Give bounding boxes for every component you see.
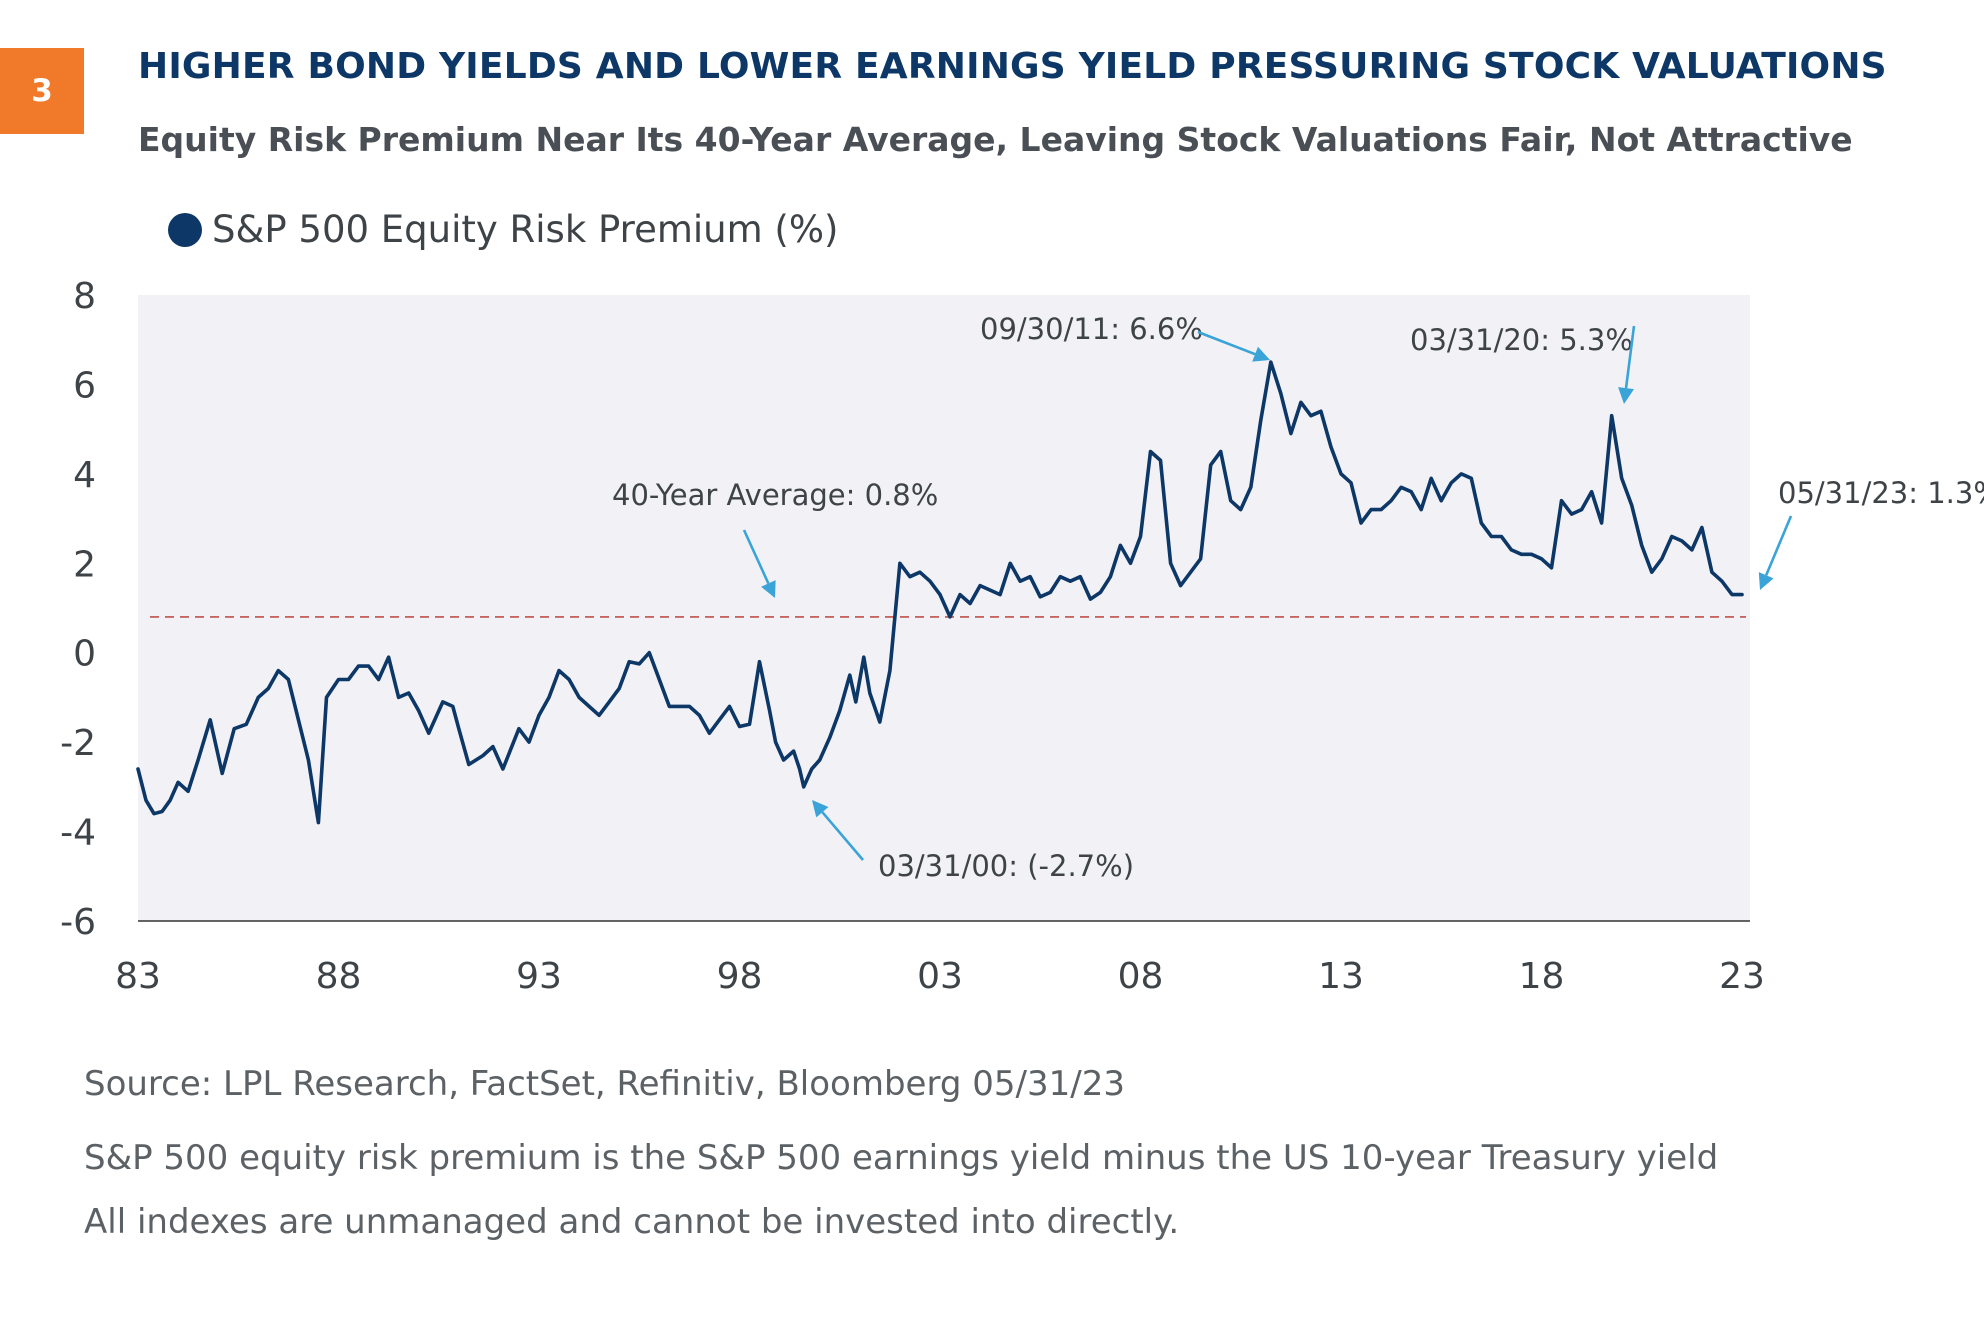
annotation-latest: 05/31/23: 1.3%	[1778, 476, 1984, 510]
line-chart: 8 6 4 2 0 -2 -4 -6 83 88 93 98 03 08 13 18 23 40-Year A…	[60, 276, 1984, 997]
annotation-average: 40-Year Average: 0.8%	[612, 478, 938, 512]
y-tick-label: 2	[73, 544, 96, 585]
definition-note: S&P 500 equity risk premium is the S&P 5…	[84, 1138, 1719, 1178]
y-tick-label: 8	[73, 276, 96, 317]
arrow-peak-2020	[1618, 325, 1636, 404]
annotation-peak-2011: 09/30/11: 6.6%	[980, 312, 1203, 346]
y-tick-label: 6	[73, 365, 96, 406]
x-tick-label: 23	[1719, 956, 1765, 997]
x-tick-label: 18	[1519, 956, 1565, 997]
x-tick-label: 88	[316, 956, 362, 997]
y-tick-label: -6	[60, 902, 96, 943]
arrow-peak-2011	[1197, 330, 1270, 362]
x-tick-label: 93	[516, 956, 562, 997]
y-axis-ticks: 8 6 4 2 0 -2 -4 -6	[60, 276, 96, 943]
y-tick-label: -2	[60, 723, 96, 764]
x-tick-label: 98	[717, 956, 763, 997]
source-note: Source: LPL Research, FactSet, Refinitiv…	[84, 1064, 1125, 1104]
legend: S&P 500 Equity Risk Premium (%)	[168, 208, 838, 251]
disclaimer-note: All indexes are unmanaged and cannot be …	[84, 1202, 1180, 1242]
chart-number-badge: 3	[0, 48, 84, 134]
y-tick-label: 4	[73, 455, 96, 496]
x-tick-label: 08	[1118, 956, 1164, 997]
chart-title: HIGHER BOND YIELDS AND LOWER EARNINGS YI…	[138, 46, 1887, 87]
plot-area	[138, 295, 1750, 921]
arrow-trough-2000	[812, 800, 864, 861]
legend-label: S&P 500 Equity Risk Premium (%)	[212, 208, 839, 251]
annotation-peak-2020: 03/31/20: 5.3%	[1410, 323, 1633, 357]
y-tick-label: 0	[73, 634, 96, 675]
series-line	[136, 360, 1744, 825]
arrow-average	[742, 529, 776, 598]
x-tick-label: 83	[115, 956, 161, 997]
x-tick-label: 13	[1318, 956, 1364, 997]
arrow-latest	[1758, 515, 1793, 590]
legend-swatch	[168, 212, 202, 247]
annotations: 40-Year Average: 0.8% 09/30/11: 6.6% 03/…	[612, 312, 1984, 883]
annotation-arrows	[742, 325, 1793, 861]
x-tick-label: 03	[917, 956, 963, 997]
x-axis-ticks: 83 88 93 98 03 08 13 18 23	[115, 956, 1765, 997]
chart-subtitle: Equity Risk Premium Near Its 40-Year Ave…	[138, 120, 1853, 159]
y-tick-label: -4	[60, 813, 96, 854]
annotation-trough-2000: 03/31/00: (-2.7%)	[878, 849, 1134, 883]
